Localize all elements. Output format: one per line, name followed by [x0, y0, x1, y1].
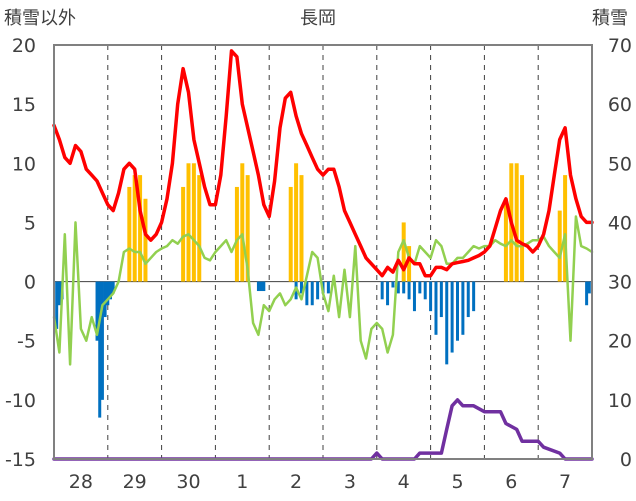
- right-tick-label: 10: [608, 390, 632, 412]
- x-tick-label: 1: [236, 471, 248, 493]
- secondary-line: [52, 215, 594, 366]
- positive-bar: [407, 246, 412, 282]
- left-axis-label: 積雪以外: [4, 8, 76, 29]
- negative-bar: [95, 281, 99, 341]
- right-axis-label: 積雪: [592, 8, 628, 29]
- x-tick-label: 28: [69, 471, 93, 493]
- left-tick-label: 20: [12, 35, 36, 57]
- positive-bar: [514, 163, 519, 282]
- negative-bar: [587, 281, 591, 294]
- negative-bar: [299, 281, 303, 294]
- positive-bar: [234, 186, 239, 282]
- positive-bar: [563, 175, 568, 282]
- x-tick-label: 7: [559, 471, 571, 493]
- right-tick-label: 40: [608, 212, 632, 234]
- left-tick-label: -5: [17, 331, 36, 353]
- left-tick-label: 10: [12, 153, 36, 175]
- positive-bar: [503, 198, 508, 282]
- right-tick-label: 60: [608, 94, 632, 116]
- x-tick-label: 4: [398, 471, 410, 493]
- negative-bar: [262, 281, 266, 292]
- positive-bar: [245, 175, 250, 282]
- negative-bar: [585, 281, 589, 306]
- negative-bar: [103, 281, 107, 318]
- positive-bar: [127, 186, 132, 282]
- positive-bar: [197, 175, 202, 282]
- negative-bar: [310, 281, 314, 306]
- negative-bar: [106, 281, 110, 306]
- temperature-line: [52, 49, 594, 278]
- positive-bar: [181, 186, 186, 282]
- positive-bar: [186, 163, 191, 282]
- x-tick-label: 2: [290, 471, 302, 493]
- left-tick-label: -15: [5, 449, 36, 471]
- positive-bar: [520, 175, 525, 282]
- positive-bar: [401, 222, 406, 282]
- positive-bar: [288, 186, 293, 282]
- left-tick-label: 0: [24, 272, 36, 294]
- x-tick-label: 29: [123, 471, 147, 493]
- negative-bar: [305, 281, 309, 306]
- x-tick-label: 5: [451, 471, 463, 493]
- positive-bar: [138, 175, 143, 282]
- negative-bar: [98, 281, 102, 418]
- right-tick-label: 70: [608, 35, 632, 57]
- positive-bar: [557, 210, 562, 282]
- plot-frame: [53, 44, 593, 460]
- negative-bar: [108, 281, 112, 300]
- negative-bar: [429, 281, 433, 312]
- negative-bar: [466, 281, 470, 318]
- negative-bar: [316, 281, 320, 300]
- left-tick-label: 5: [24, 212, 36, 234]
- right-tick-label: 30: [608, 272, 632, 294]
- negative-bar: [407, 281, 411, 300]
- negative-bar: [256, 281, 260, 292]
- positive-bar: [240, 163, 245, 282]
- chart-title: 長岡: [300, 8, 336, 29]
- negative-bar: [380, 281, 384, 300]
- negative-bar: [439, 281, 443, 318]
- right-tick-label: 0: [620, 449, 632, 471]
- negative-bar: [450, 281, 454, 353]
- x-tick-label: 6: [505, 471, 517, 493]
- negative-bar: [456, 281, 459, 341]
- negative-bar: [100, 281, 104, 400]
- right-tick-label: 50: [608, 153, 632, 175]
- negative-bar: [418, 281, 422, 294]
- negative-bar: [423, 281, 427, 300]
- grid-layer: [54, 45, 592, 459]
- left-tick-label: -10: [5, 390, 36, 412]
- positive-bar: [143, 198, 148, 282]
- x-tick-label: 3: [344, 471, 356, 493]
- positive-bar: [191, 163, 196, 282]
- negative-bar: [326, 281, 330, 294]
- positive-bar: [299, 175, 304, 282]
- positive-bar: [294, 163, 299, 282]
- negative-bar: [55, 281, 59, 329]
- positive-bar: [132, 175, 137, 282]
- right-tick-label: 20: [608, 331, 632, 353]
- negative-bar: [391, 281, 395, 288]
- x-tick-label: 30: [176, 471, 200, 493]
- negative-bar: [412, 281, 416, 312]
- negative-bar: [402, 281, 406, 294]
- negative-bar: [111, 281, 115, 294]
- negative-bar: [57, 281, 61, 306]
- negative-bar: [386, 281, 390, 306]
- negative-bar: [461, 281, 465, 335]
- left-tick-label: 15: [12, 94, 36, 116]
- negative-bar: [445, 281, 449, 365]
- negative-bar: [434, 281, 438, 335]
- bar-layer: [55, 163, 591, 418]
- negative-bar: [472, 281, 476, 312]
- negative-bar: [396, 281, 400, 294]
- negative-bar: [259, 281, 263, 292]
